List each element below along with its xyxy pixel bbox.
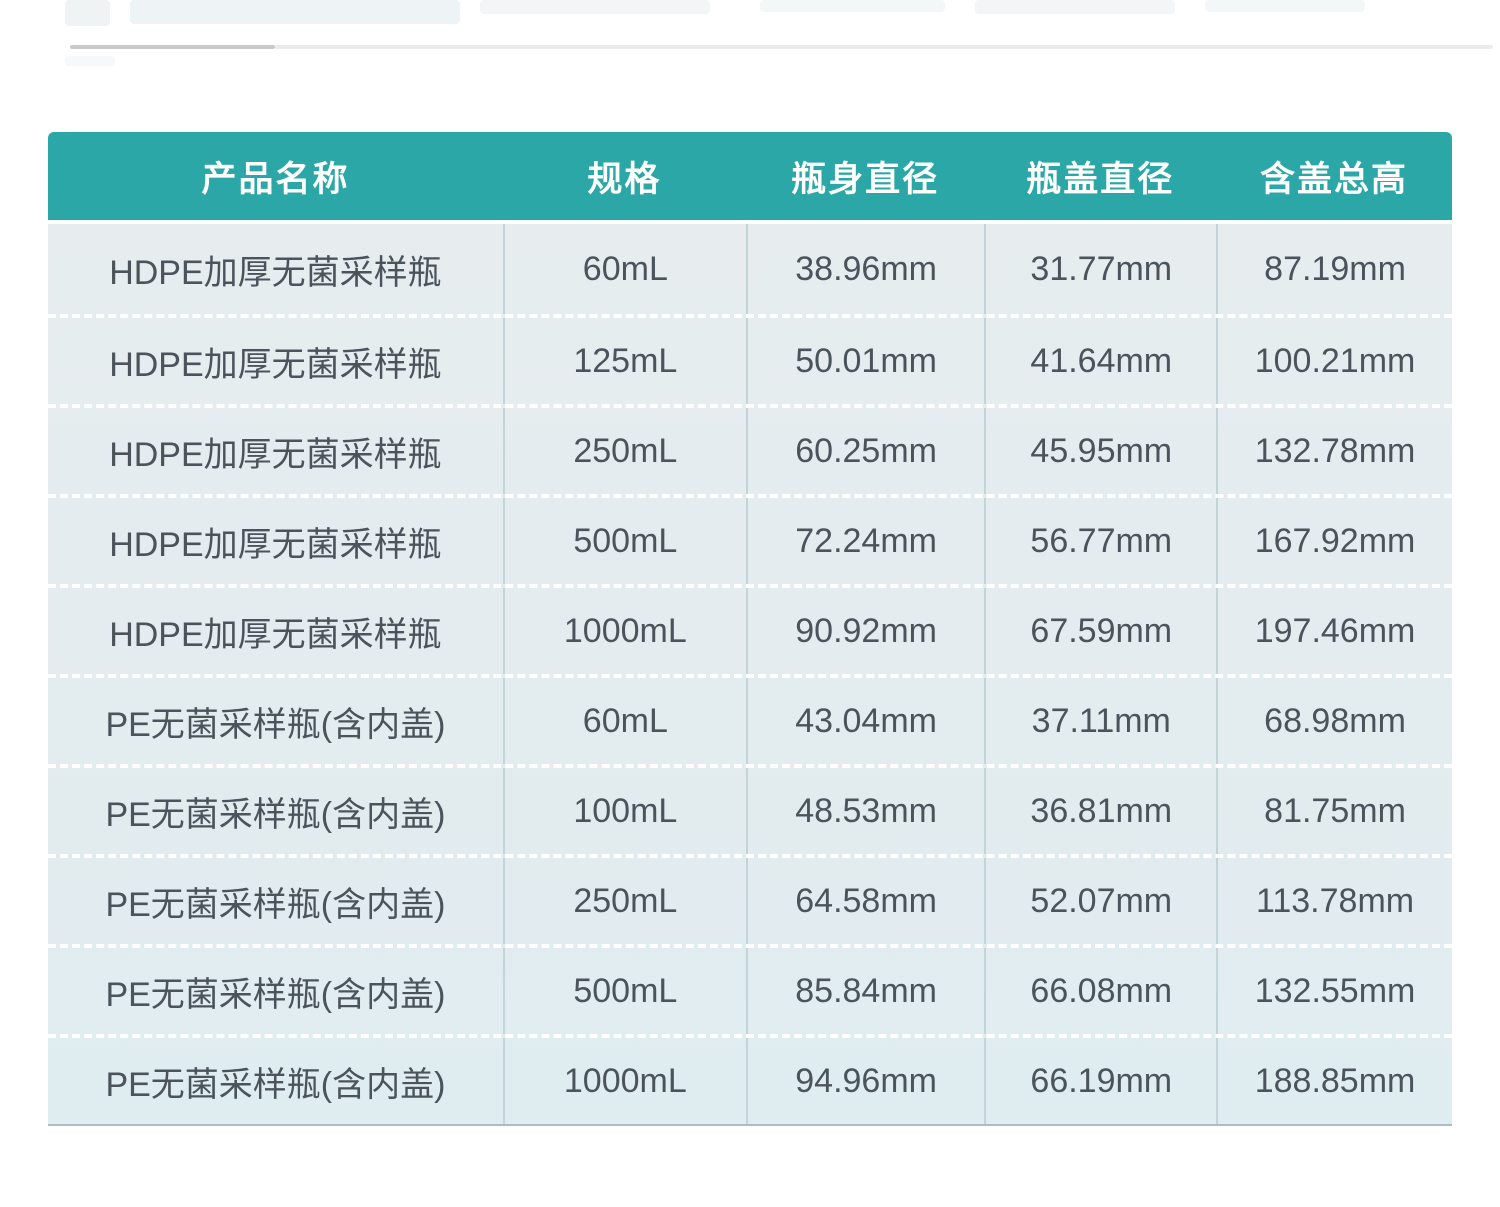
table-row: HDPE加厚无菌采样瓶 125mL 50.01mm 41.64mm 100.21… [48,314,1452,404]
cell-cap-diameter: 56.77mm [984,498,1216,584]
cell-total-height: 188.85mm [1216,1038,1452,1124]
cell-product-name: PE无菌采样瓶(含内盖) [105,885,446,924]
header-cell-spec: 规格 [587,159,662,199]
cell-total-height: 132.55mm [1216,948,1452,1034]
cell-cap-diameter: 45.95mm [984,408,1216,494]
cell-cap-diameter: 37.11mm [984,678,1216,764]
cell-total-height: 81.75mm [1216,768,1452,854]
cell-spec: 125mL [502,318,746,404]
faded-content-remnant [65,56,115,66]
cell-body-diameter: 72.24mm [745,498,985,584]
table-row: HDPE加厚无菌采样瓶 1000mL 90.92mm 67.59mm 197.4… [48,584,1452,674]
cell-spec: 500mL [502,948,746,1034]
cell-body-diameter: 64.58mm [745,858,985,944]
cell-spec: 60mL [502,224,746,314]
cell-body-diameter: 38.96mm [745,224,985,314]
cell-body-diameter: 90.92mm [745,588,985,674]
cell-body-diameter: 50.01mm [745,318,985,404]
table-body: HDPE加厚无菌采样瓶 60mL 38.96mm 31.77mm 87.19mm… [48,220,1452,1126]
header-cell-cap-diameter: 瓶盖直径 [1026,159,1175,199]
cell-product-name: HDPE加厚无菌采样瓶 [109,253,442,292]
header-cell-product-name: 产品名称 [201,159,350,199]
faded-content-remnant [1205,0,1365,12]
cell-total-height: 167.92mm [1216,498,1452,584]
cell-body-diameter: 43.04mm [745,678,985,764]
cell-body-diameter: 48.53mm [745,768,985,854]
cell-total-height: 87.19mm [1216,224,1452,314]
cell-spec: 60mL [502,678,746,764]
faded-content-remnant [975,0,1175,14]
table-header-row: 产品名称 规格 瓶身直径 瓶盖直径 含盖总高 [48,132,1452,220]
faded-content-remnant [130,0,460,24]
cell-total-height: 68.98mm [1216,678,1452,764]
table-row: HDPE加厚无菌采样瓶 250mL 60.25mm 45.95mm 132.78… [48,404,1452,494]
header-cell-total-height: 含盖总高 [1260,159,1409,199]
table-row: PE无菌采样瓶(含内盖) 60mL 43.04mm 37.11mm 68.98m… [48,674,1452,764]
cell-body-diameter: 85.84mm [745,948,985,1034]
cell-product-name: PE无菌采样瓶(含内盖) [105,705,446,744]
cell-spec: 100mL [502,768,746,854]
section-divider-right [275,45,1493,49]
cell-cap-diameter: 36.81mm [984,768,1216,854]
table-row: HDPE加厚无菌采样瓶 60mL 38.96mm 31.77mm 87.19mm [48,224,1452,314]
cell-product-name: HDPE加厚无菌采样瓶 [109,345,442,384]
table-row: PE无菌采样瓶(含内盖) 1000mL 94.96mm 66.19mm 188.… [48,1034,1452,1124]
cell-product-name: PE无菌采样瓶(含内盖) [105,1065,446,1104]
cell-spec: 250mL [502,858,746,944]
cell-total-height: 100.21mm [1216,318,1452,404]
faded-content-remnant [65,0,110,26]
section-divider-left [70,45,275,49]
faded-content-remnant [760,0,945,12]
table-row: PE无菌采样瓶(含内盖) 100mL 48.53mm 36.81mm 81.75… [48,764,1452,854]
cell-spec: 250mL [502,408,746,494]
cell-cap-diameter: 41.64mm [984,318,1216,404]
cell-product-name: HDPE加厚无菌采样瓶 [109,525,442,564]
table-row: PE无菌采样瓶(含内盖) 500mL 85.84mm 66.08mm 132.5… [48,944,1452,1034]
cell-body-diameter: 94.96mm [745,1038,985,1124]
table-row: PE无菌采样瓶(含内盖) 250mL 64.58mm 52.07mm 113.7… [48,854,1452,944]
cell-spec: 1000mL [502,1038,746,1124]
cell-total-height: 113.78mm [1216,858,1452,944]
cell-product-name: HDPE加厚无菌采样瓶 [109,615,442,654]
cell-cap-diameter: 66.19mm [984,1038,1216,1124]
cell-product-name: HDPE加厚无菌采样瓶 [109,435,442,474]
header-cell-body-diameter: 瓶身直径 [791,159,940,199]
cell-cap-diameter: 66.08mm [984,948,1216,1034]
table-row: HDPE加厚无菌采样瓶 500mL 72.24mm 56.77mm 167.92… [48,494,1452,584]
cell-cap-diameter: 67.59mm [984,588,1216,674]
cell-product-name: PE无菌采样瓶(含内盖) [105,975,446,1014]
cell-product-name: PE无菌采样瓶(含内盖) [105,795,446,834]
cell-cap-diameter: 52.07mm [984,858,1216,944]
cell-total-height: 197.46mm [1216,588,1452,674]
cell-spec: 1000mL [502,588,746,674]
cell-body-diameter: 60.25mm [745,408,985,494]
cell-spec: 500mL [502,498,746,584]
cell-total-height: 132.78mm [1216,408,1452,494]
product-spec-table: 产品名称 规格 瓶身直径 瓶盖直径 含盖总高 HDPE加厚无菌采样瓶 60mL … [48,132,1452,1126]
cell-cap-diameter: 31.77mm [984,224,1216,314]
faded-content-remnant [480,0,710,14]
